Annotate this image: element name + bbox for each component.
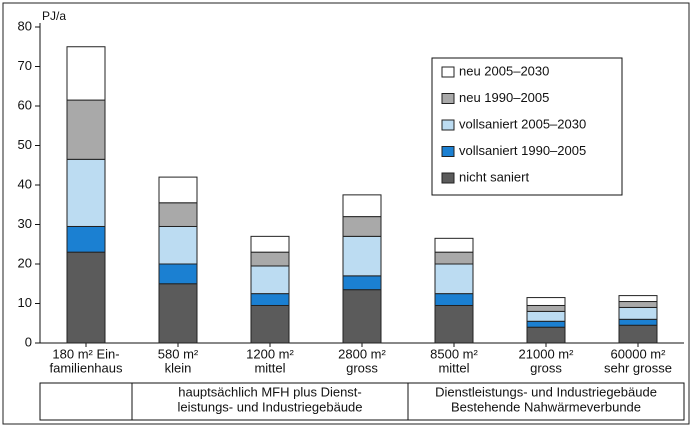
- y-tick-label: 60: [18, 97, 32, 112]
- y-tick-label: 80: [18, 18, 32, 33]
- bar-segment: [158, 263, 198, 285]
- bar-segment: [434, 237, 474, 253]
- bar-segment: [434, 293, 474, 306]
- bar-segment: [618, 318, 658, 326]
- y-tick-label: 30: [18, 216, 32, 231]
- y-tick-label: 10: [18, 295, 32, 310]
- bar-segment: [526, 326, 566, 344]
- bar-segment: [342, 235, 382, 277]
- legend-label: nicht saniert: [459, 169, 529, 184]
- group-table: [39, 382, 685, 421]
- x-tick-label: 60000 m²: [611, 346, 667, 361]
- x-tick-label: klein: [165, 360, 192, 375]
- frame: [2, 2, 690, 425]
- bar-segment: [66, 225, 106, 253]
- bar-segment: [618, 301, 658, 308]
- legend-swatch: [441, 66, 455, 78]
- y-tick-label: 20: [18, 255, 32, 270]
- legend-swatch: [441, 119, 455, 131]
- legend-swatch: [441, 146, 455, 157]
- bar-segment: [526, 310, 566, 322]
- bar-segment: [66, 46, 106, 101]
- x-tick-label: familienhaus: [50, 360, 123, 375]
- x-tick-label: 8500 m²: [430, 346, 478, 361]
- x-tick-label: 180 m² Ein-: [52, 346, 119, 361]
- bar-segment: [434, 304, 474, 344]
- bar-segment: [250, 293, 290, 306]
- legend-swatch: [441, 172, 455, 184]
- bar-segment: [342, 216, 382, 237]
- x-tick-label: gross: [530, 360, 562, 375]
- y-tick-label: 70: [18, 58, 32, 73]
- bar-segment: [158, 202, 198, 227]
- legend-swatch: [441, 93, 455, 104]
- bar-segment: [250, 251, 290, 267]
- y-tick-label: 0: [25, 334, 32, 349]
- group-label: Bestehende Nahwärmeverbunde: [451, 399, 641, 414]
- bar-segment: [250, 235, 290, 253]
- bar-segment: [250, 265, 290, 295]
- legend-box: [431, 57, 623, 196]
- y-tick-label: 50: [18, 137, 32, 152]
- legend-label: neu 1990–2005: [459, 90, 549, 105]
- bar-segment: [434, 251, 474, 265]
- x-tick-label: sehr grosse: [604, 360, 672, 375]
- legend-label: neu 2005–2030: [459, 63, 549, 78]
- bar-segment: [342, 275, 382, 291]
- bar-segment: [250, 304, 290, 344]
- bar-segment: [66, 158, 106, 227]
- group-label: leistungs- und Industriegebäude: [177, 399, 362, 414]
- bar-segment: [158, 176, 198, 204]
- bar-segment: [158, 283, 198, 344]
- y-axis-label: PJ/a: [42, 9, 66, 23]
- group-label: hauptsächlich MFH plus Dienst-: [178, 384, 362, 399]
- legend-label: vollsaniert 2005–2030: [459, 116, 586, 131]
- y-tick-label: 40: [18, 176, 32, 191]
- bar-segment: [342, 289, 382, 344]
- group-label: Dienstleistungs- und Industriegebäude: [435, 384, 657, 399]
- x-tick-label: 2800 m²: [338, 346, 386, 361]
- bar-segment: [66, 99, 106, 160]
- bar-segment: [158, 225, 198, 265]
- x-tick-label: gross: [346, 360, 378, 375]
- bar-segment: [66, 251, 106, 344]
- bar-segment: [526, 320, 566, 328]
- bar-segment: [434, 263, 474, 295]
- legend-label: vollsaniert 1990–2005: [459, 143, 586, 158]
- x-tick-label: 580 m²: [158, 346, 199, 361]
- x-tick-label: 1200 m²: [246, 346, 294, 361]
- bar-segment: [526, 297, 566, 306]
- bar-segment: [618, 306, 658, 320]
- x-tick-label: mittel: [254, 360, 285, 375]
- bar-segment: [618, 324, 658, 344]
- bar-segment: [526, 304, 566, 312]
- bar-segment: [618, 295, 658, 303]
- bar-segment: [342, 194, 382, 218]
- x-tick-label: mittel: [438, 360, 469, 375]
- x-tick-label: 21000 m²: [519, 346, 575, 361]
